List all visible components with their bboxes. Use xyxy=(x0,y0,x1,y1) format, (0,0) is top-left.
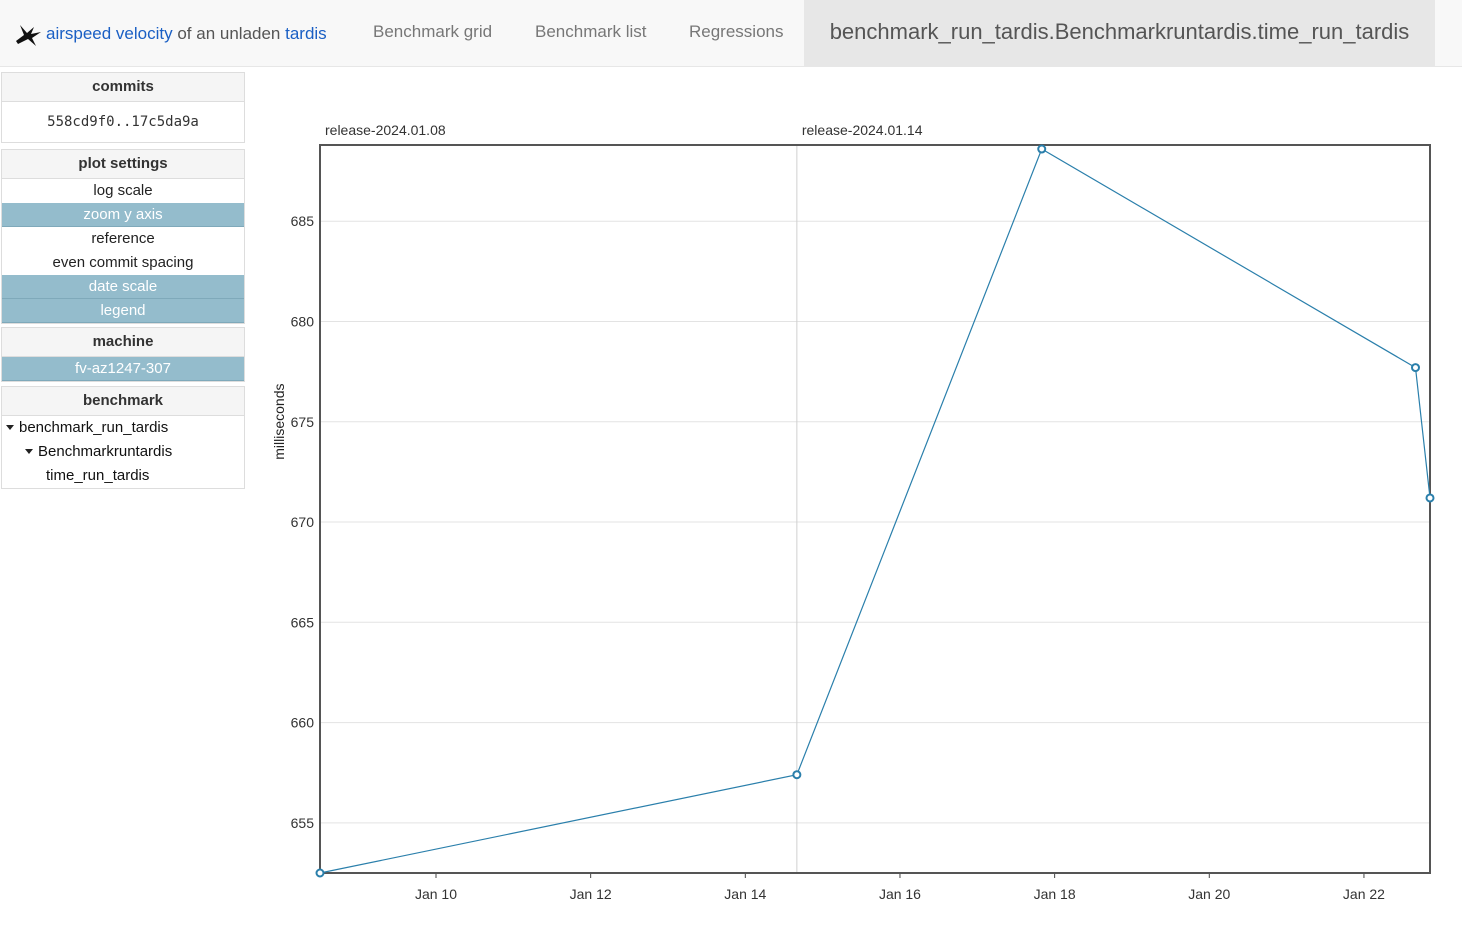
release-label: release-2024.01.08 xyxy=(325,122,446,138)
data-point[interactable] xyxy=(1037,144,1047,154)
plot-settings-panel: plot settings log scale zoom y axis refere… xyxy=(1,149,245,324)
brand-name: airspeed velocity xyxy=(46,24,173,43)
x-tick-label: Jan 22 xyxy=(1343,886,1385,902)
y-tick-label: 675 xyxy=(291,414,315,430)
x-tick-label: Jan 10 xyxy=(415,886,457,902)
caret-down-icon[interactable] xyxy=(6,424,14,430)
plot-option-log-scale[interactable]: log scale xyxy=(93,182,153,199)
benchmark-heading: benchmark xyxy=(2,387,244,416)
benchmark-panel: benchmark benchmark_run_tardis Benchmarkr… xyxy=(1,386,245,489)
plot-option-date-scale[interactable]: date scale xyxy=(2,275,244,299)
data-point[interactable] xyxy=(792,770,802,780)
y-tick-label: 685 xyxy=(291,213,315,229)
y-tick-label: 660 xyxy=(291,715,315,731)
plot-settings-heading: plot settings xyxy=(2,150,244,179)
benchmark-tree-item[interactable]: time_run_tardis xyxy=(2,464,244,488)
benchmark-chart[interactable]: 655 660 665 670 675 680 685 Jan 10 Jan 12 Jan 14 J… xyxy=(262,100,1442,915)
machine-heading: machine xyxy=(2,328,244,357)
nav-regressions[interactable]: Regressions xyxy=(689,22,784,41)
release-label: release-2024.01.14 xyxy=(802,122,923,138)
y-tick-label: 680 xyxy=(291,313,315,329)
navbar: airspeed velocity of an unladen tardis B… xyxy=(0,0,1462,67)
data-point[interactable] xyxy=(1411,363,1421,373)
benchmark-tree-label: benchmark_run_tardis xyxy=(19,419,169,436)
machine-option[interactable]: fv-az1247-307 xyxy=(2,357,244,381)
plot-frame xyxy=(319,144,1431,874)
y-axis-label: milliseconds xyxy=(271,384,287,460)
plot-option-even-commit-spacing[interactable]: even commit spacing xyxy=(52,254,194,271)
x-tick-label: Jan 16 xyxy=(879,886,921,902)
caret-down-icon[interactable] xyxy=(25,448,33,454)
x-tick-label: Jan 14 xyxy=(724,886,766,902)
x-tick-label: Jan 18 xyxy=(1034,886,1076,902)
y-tick-label: 670 xyxy=(291,514,315,530)
brand-project: tardis xyxy=(285,24,327,43)
data-point[interactable] xyxy=(1425,493,1435,503)
plot-option-legend[interactable]: legend xyxy=(2,299,244,323)
plot-option-reference[interactable]: reference xyxy=(91,230,155,247)
brand-link[interactable]: airspeed velocity of an unladen tardis xyxy=(14,20,327,48)
y-tick-label: 655 xyxy=(291,815,315,831)
benchmark-tree-label: Benchmarkruntardis xyxy=(38,443,173,460)
plot-option-zoom-y-axis[interactable]: zoom y axis xyxy=(2,203,244,227)
machine-panel: machine fv-az1247-307 xyxy=(1,327,245,382)
commits-panel: commits 558cd9f0..17c5da9a xyxy=(1,72,245,143)
nav-benchmark-grid[interactable]: Benchmark grid xyxy=(373,22,493,41)
x-tick-label: Jan 12 xyxy=(570,886,612,902)
benchmark-tree-item[interactable]: benchmark_run_tardis xyxy=(2,416,244,440)
nav-current-benchmark[interactable]: benchmark_run_tardis.Benchmarkruntardis.… xyxy=(804,0,1435,66)
swallow-bird-icon xyxy=(16,25,41,46)
nav-benchmark-list[interactable]: Benchmark list xyxy=(535,22,647,41)
benchmark-tree-label: time_run_tardis xyxy=(46,467,150,484)
benchmark-tree-item[interactable]: Benchmarkruntardis xyxy=(2,440,244,464)
data-point[interactable] xyxy=(315,868,325,878)
x-tick-label: Jan 20 xyxy=(1188,886,1230,902)
commits-heading: commits xyxy=(2,73,244,102)
commit-range[interactable]: 558cd9f0..17c5da9a xyxy=(47,114,199,130)
series-line xyxy=(319,148,1431,874)
y-tick-label: 665 xyxy=(291,614,315,630)
brand-suffix: of an unladen xyxy=(172,24,286,43)
